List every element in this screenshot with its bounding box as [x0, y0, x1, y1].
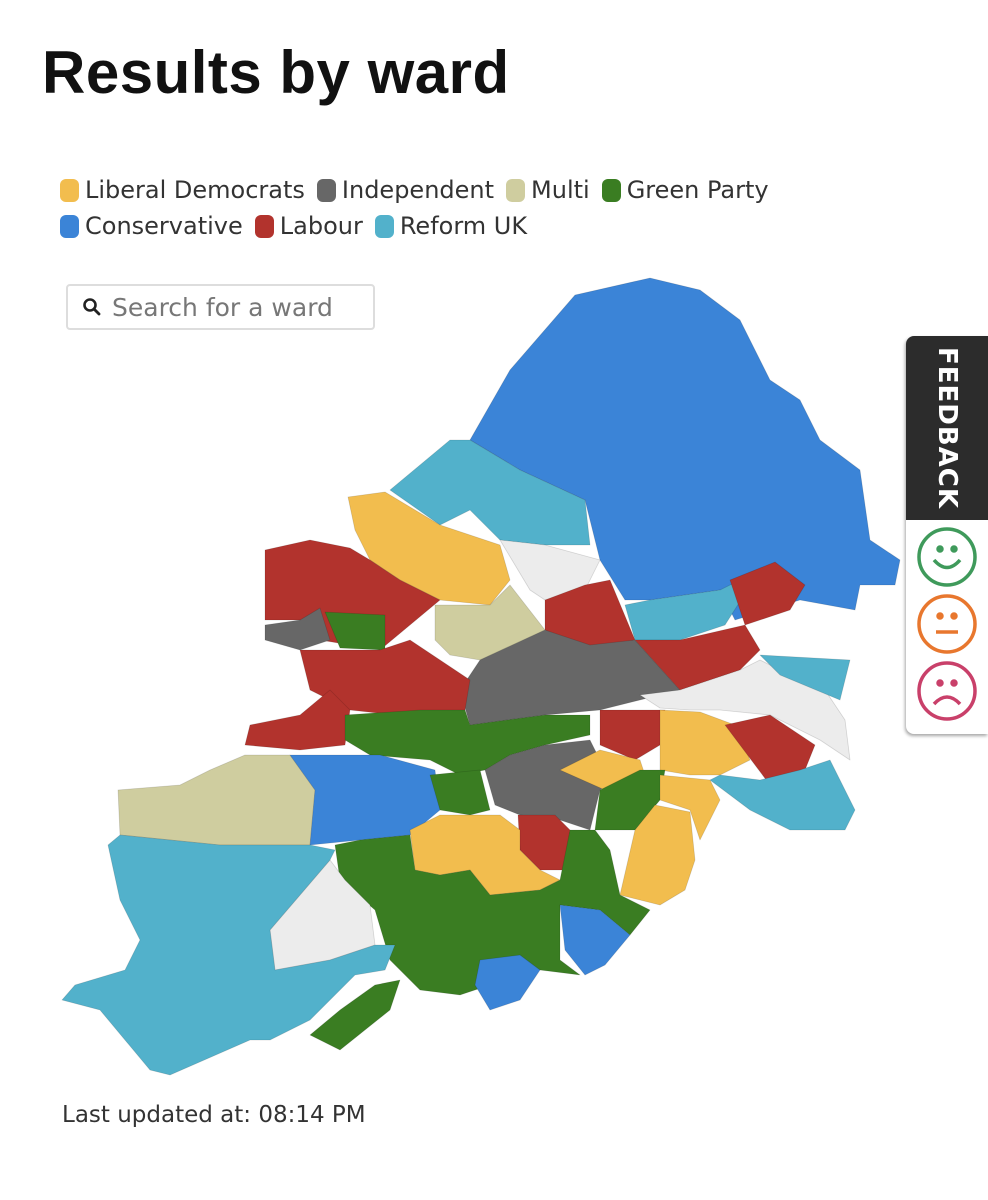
- search-box[interactable]: Search for a ward: [66, 284, 375, 330]
- ward: [759, 654, 851, 701]
- feedback-label: FEEDBACK: [932, 346, 962, 510]
- legend-item: Reform UK: [374, 212, 528, 240]
- ward: [659, 709, 751, 776]
- feedback-button[interactable]: FEEDBACK: [906, 336, 988, 520]
- legend-label: Reform UK: [399, 212, 528, 240]
- legend-label: Independent: [341, 176, 495, 204]
- happy-face[interactable]: [917, 527, 977, 587]
- ward: [559, 904, 631, 976]
- feedback-tab: FEEDBACK: [906, 336, 988, 734]
- ward: [459, 629, 681, 726]
- legend-swatch: [601, 178, 621, 202]
- legend-item: Conservative: [60, 212, 243, 240]
- legend-item: Green Party: [601, 176, 769, 204]
- legend-swatch: [506, 178, 526, 202]
- legend-label: Multi: [531, 176, 590, 204]
- ward-map: [61, 277, 901, 1076]
- legend-label: Liberal Democrats: [85, 176, 305, 204]
- legend-swatch: [316, 178, 336, 202]
- ward: [309, 979, 401, 1051]
- ward: [619, 804, 696, 906]
- ward: [724, 714, 816, 786]
- ward: [429, 769, 491, 816]
- search-icon: [83, 298, 101, 316]
- ward: [474, 954, 541, 1011]
- legend-label: Green Party: [626, 176, 769, 204]
- ward: [61, 834, 396, 1076]
- neutral-face[interactable]: [917, 594, 977, 654]
- legend-label: Labour: [279, 212, 363, 240]
- legend-swatch: [254, 214, 274, 238]
- legend-item: Liberal Democrats: [60, 176, 305, 204]
- legend-swatch: [60, 214, 79, 238]
- ward: [117, 754, 316, 846]
- legend-swatch: [374, 214, 394, 238]
- ward: [469, 277, 901, 621]
- legend: Liberal Democrats Independent Multi Green P…: [60, 176, 769, 204]
- legend: Conservative Labour Reform UK: [60, 212, 527, 240]
- ward: [389, 439, 591, 546]
- ward: [659, 774, 721, 841]
- legend-item: Multi: [506, 176, 590, 204]
- legend-item: Independent: [316, 176, 495, 204]
- ward: [334, 829, 651, 996]
- ward: [709, 759, 856, 831]
- last-updated: Last updated at: 08:14 PM: [62, 1102, 366, 1128]
- ward: [264, 607, 331, 651]
- ward: [324, 611, 386, 651]
- ward: [639, 659, 851, 761]
- ward: [244, 689, 351, 751]
- search-placeholder: Search for a ward: [112, 292, 333, 322]
- legend-item: Labour: [254, 212, 363, 240]
- feedback-faces: [917, 527, 977, 721]
- sad-face[interactable]: [917, 661, 977, 721]
- ward: [599, 709, 666, 761]
- legend-label: Conservative: [85, 212, 243, 240]
- legend-swatch: [60, 178, 79, 202]
- page-title: Results by ward: [42, 39, 510, 106]
- ward: [729, 561, 806, 626]
